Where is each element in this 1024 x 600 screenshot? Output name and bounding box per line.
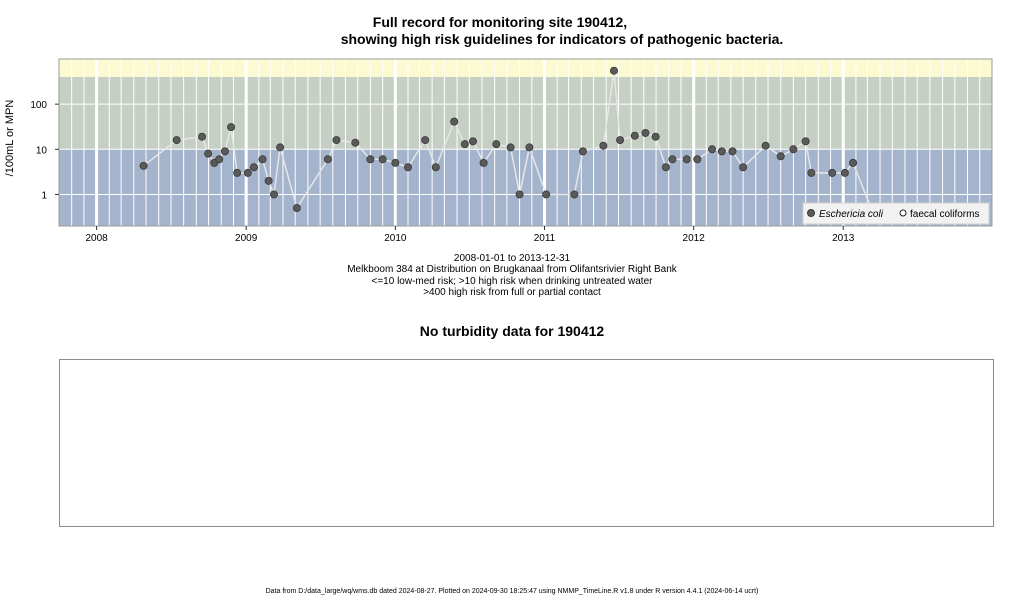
- ecoli-point: [204, 149, 213, 158]
- turbidity-title: No turbidity data for 190412: [419, 323, 605, 339]
- ecoli-point: [661, 163, 670, 172]
- ecoli-point: [761, 141, 770, 150]
- legend-ecoli-marker: [807, 209, 815, 217]
- ecoli-point: [570, 190, 579, 199]
- x-tick-label: 2011: [534, 233, 556, 244]
- ecoli-point: [789, 145, 798, 154]
- plot-frame: [58, 58, 993, 227]
- ecoli-point: [450, 117, 459, 126]
- x-tick-label: 2008: [85, 233, 108, 244]
- ecoli-point: [479, 158, 488, 167]
- ecoli-point: [198, 132, 207, 141]
- ecoli-point: [525, 143, 534, 152]
- ecoli-point: [492, 140, 501, 149]
- ecoli-point: [849, 158, 858, 167]
- ecoli-point: [728, 147, 737, 156]
- ecoli-point: [391, 158, 400, 167]
- ecoli-point: [139, 161, 148, 170]
- ecoli-point: [233, 168, 242, 177]
- ecoli-point: [693, 155, 702, 164]
- x-tick-label: 2010: [384, 233, 407, 244]
- ecoli-point: [807, 168, 816, 177]
- ecoli-point: [227, 123, 236, 132]
- ecoli-point: [542, 190, 551, 199]
- ecoli-point: [323, 155, 332, 164]
- ecoli-point: [630, 131, 639, 140]
- chart-title-line2: showing high risk guidelines for indicat…: [340, 31, 784, 47]
- plot-area: 1 10 100 2008 2009 2010 2011 2012 2013 Eschericia…: [30, 58, 993, 244]
- legend-faecal-marker: [899, 209, 907, 217]
- ecoli-point: [431, 163, 440, 172]
- ecoli-point: [276, 143, 285, 152]
- ecoli-point: [258, 155, 267, 164]
- ecoli-point: [840, 168, 849, 177]
- ecoli-point: [739, 163, 748, 172]
- y-tick-label: 1: [41, 190, 47, 201]
- footer-note: Data from D:/data_large/wq/wms.db dated …: [265, 588, 759, 595]
- ecoli-point: [351, 138, 360, 147]
- date-range-caption: 2008-01-01 to 2013-12-31: [453, 253, 571, 264]
- risk-band-2: [59, 59, 992, 77]
- ecoli-point: [668, 155, 677, 164]
- ecoli-point: [506, 143, 515, 152]
- ecoli-point: [421, 136, 430, 145]
- ecoli-point: [468, 137, 477, 146]
- ecoli-point: [292, 204, 301, 213]
- x-tick-label: 2012: [683, 233, 706, 244]
- ecoli-point: [682, 155, 691, 164]
- y-axis-label: /100mL or MPN: [4, 99, 16, 177]
- risk-band-1: [59, 76, 992, 150]
- chart-title-line1: Full record for monitoring site 190412,: [372, 14, 628, 30]
- turbidity-empty-panel: [59, 359, 994, 527]
- ecoli-point: [460, 140, 469, 149]
- risk-note-2: >400 high risk from full or partial cont…: [423, 287, 601, 298]
- ecoli-point: [651, 132, 660, 141]
- ecoli-point: [599, 141, 608, 150]
- ecoli-point: [578, 147, 587, 156]
- ecoli-point: [269, 190, 278, 199]
- ecoli-point: [220, 147, 229, 156]
- x-tick-label: 2009: [235, 233, 258, 244]
- ecoli-point: [515, 190, 524, 199]
- ecoli-point: [404, 163, 413, 172]
- ecoli-point: [609, 66, 618, 75]
- ecoli-point: [249, 163, 258, 172]
- ecoli-point: [776, 152, 785, 161]
- ecoli-point: [801, 137, 810, 146]
- ecoli-point: [215, 155, 224, 164]
- y-tick-label: 10: [36, 145, 48, 156]
- risk-note-1: <=10 low-med risk; >10 high risk when dr…: [371, 276, 653, 287]
- ecoli-point: [616, 136, 625, 145]
- y-tick-label: 100: [30, 100, 47, 111]
- ecoli-point: [828, 168, 837, 177]
- bacteria-timeline-chart: 1 10 100 2008 2009 2010 2011 2012 2013 Eschericia…: [30, 58, 993, 244]
- ecoli-point: [243, 168, 252, 177]
- legend-box: [802, 202, 990, 225]
- x-tick-label: 2013: [832, 233, 855, 244]
- site-description-caption: Melkboom 384 at Distribution on Brugkana…: [347, 264, 677, 275]
- legend-faecal-label: faecal coliforms: [910, 209, 979, 220]
- ecoli-point: [378, 155, 387, 164]
- ecoli-point: [366, 155, 375, 164]
- ecoli-point: [708, 145, 717, 154]
- ecoli-point: [332, 136, 341, 145]
- ecoli-point: [264, 176, 273, 185]
- ecoli-point: [717, 147, 726, 156]
- legend-ecoli-label: Eschericia coli: [819, 209, 884, 220]
- ecoli-point: [641, 128, 650, 137]
- ecoli-point: [172, 136, 181, 145]
